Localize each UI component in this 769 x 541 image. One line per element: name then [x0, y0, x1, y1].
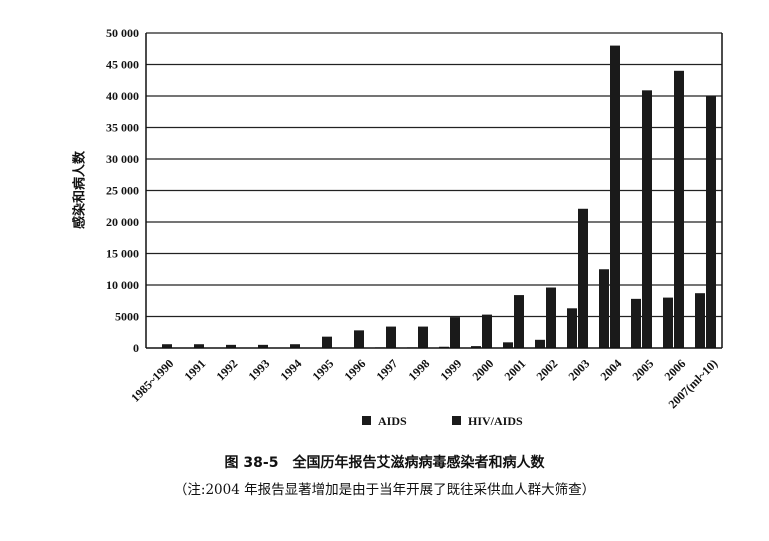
legend-swatch-aids: [362, 416, 371, 425]
bar-aids-2007(ml~10): [695, 293, 705, 348]
legend-label-aids: AIDS: [378, 414, 407, 428]
bar-hiv-aids-1997: [386, 326, 396, 348]
bar-hiv-aids-2000: [482, 314, 492, 348]
bar-hiv-aids-2001: [514, 295, 524, 348]
x-tick-label: 1998: [405, 356, 432, 383]
y-tick-label: 30 000: [106, 152, 139, 166]
x-tick-label: 2000: [469, 356, 496, 383]
y-tick-label: 5000: [115, 310, 139, 324]
bars: [162, 45, 716, 349]
figure-note: （注:2004 年报告显著增加是由于当年开展了既往采供血人群大筛查）: [173, 482, 596, 498]
bar-hiv-aids-1992: [226, 344, 236, 348]
x-tick-label: 1993: [245, 356, 272, 383]
x-tick-label: 2001: [501, 356, 528, 383]
x-tick-label: 1985~1990: [128, 356, 176, 404]
bar-hiv-aids-2004: [610, 45, 620, 348]
legend: AIDS HIV/AIDS: [362, 414, 523, 428]
bar-hiv-aids-1993: [258, 344, 268, 348]
bar-aids-2004: [599, 269, 609, 348]
x-tick-label: 1997: [373, 356, 400, 383]
x-tick-label: 1999: [437, 356, 464, 383]
axes: [145, 33, 723, 349]
x-axis-ticks: 1985~1990 1991 1992 1993 1994 1995 1996 1997 199…: [128, 356, 720, 411]
y-tick-label: 35 000: [106, 121, 139, 135]
x-tick-label: 1996: [341, 356, 368, 383]
bar-hiv-aids-2002: [546, 287, 556, 348]
gridlines: [146, 32, 722, 318]
bar-hiv-aids-1985~1990: [162, 344, 172, 348]
bar-aids-2005: [631, 298, 641, 348]
x-tick-label: 2003: [565, 356, 592, 383]
x-tick-label: 2006: [661, 356, 688, 383]
bar-hiv-aids-1999: [450, 317, 460, 348]
bar-aids-2000: [471, 346, 481, 348]
legend-swatch-hiv-aids: [452, 416, 461, 425]
x-tick-label: 2004: [597, 356, 624, 383]
x-tick-label: 2002: [533, 356, 560, 383]
bar-hiv-aids-1994: [290, 344, 300, 348]
y-tick-label: 0: [133, 341, 139, 355]
bar-hiv-aids-2006: [674, 70, 684, 349]
bar-aids-2003: [567, 308, 577, 348]
y-axis-ticks: 0 5000 10 000 15 000 20 000 25 000 30 000 35 00…: [106, 26, 139, 355]
y-tick-label: 20 000: [106, 215, 139, 229]
x-tick-label: 1995: [309, 356, 336, 383]
bar-hiv-aids-2007(ml~10): [706, 96, 716, 348]
bar-aids-2006: [663, 297, 673, 348]
x-tick-label: 2005: [629, 356, 656, 383]
y-tick-label: 40 000: [106, 89, 139, 103]
bar-aids-2001: [503, 342, 513, 348]
x-tick-label: 1991: [181, 356, 208, 383]
bar-hiv-aids-1995: [322, 336, 332, 348]
legend-label-hiv-aids: HIV/AIDS: [468, 414, 523, 428]
y-tick-label: 25 000: [106, 184, 139, 198]
bar-hiv-aids-1991: [194, 344, 204, 348]
y-tick-label: 50 000: [106, 26, 139, 40]
figure-caption: 图 38-5 全国历年报告艾滋病病毒感染者和病人数: [224, 455, 545, 471]
y-tick-label: 10 000: [106, 278, 139, 292]
y-tick-label: 45 000: [106, 58, 139, 72]
bar-hiv-aids-1998: [418, 326, 428, 348]
bar-hiv-aids-1996: [354, 330, 364, 348]
bar-aids-2002: [535, 339, 545, 348]
bar-hiv-aids-2003: [578, 208, 588, 348]
y-axis-label: 感染和病人数: [72, 150, 88, 229]
x-tick-label: 1994: [277, 356, 304, 383]
bar-chart: 0 5000 10 000 15 000 20 000 25 000 30 000 35 00…: [72, 26, 723, 428]
y-tick-label: 15 000: [106, 247, 139, 261]
bar-hiv-aids-2005: [642, 90, 652, 348]
x-tick-label: 1992: [213, 356, 240, 383]
